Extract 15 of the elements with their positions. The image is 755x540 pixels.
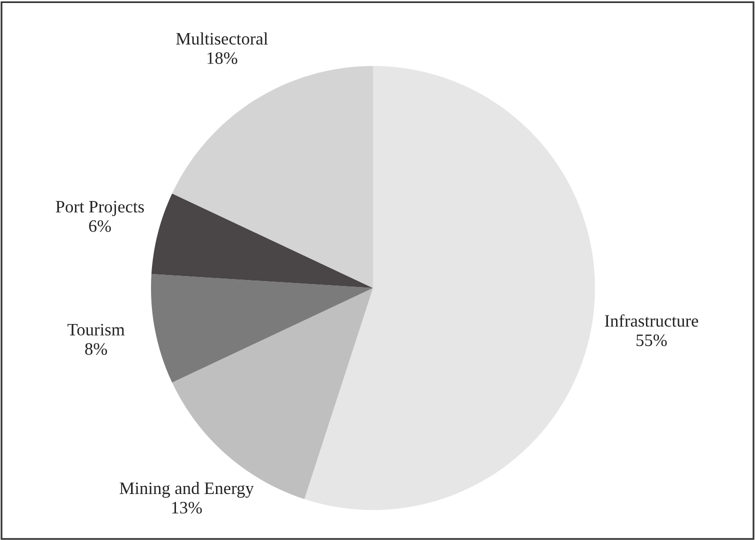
slice-label: Tourism — [68, 324, 125, 336]
pie-slice — [151, 274, 373, 383]
data-label: 55% — [636, 334, 667, 346]
pie-slice — [304, 66, 595, 510]
pie-slice — [172, 66, 373, 288]
data-label: 6% — [89, 220, 111, 232]
data-label: 8% — [85, 343, 108, 355]
pie-slice — [151, 193, 373, 288]
slice-label: Mining and Energy — [120, 482, 254, 498]
data-label: 18% — [208, 52, 238, 64]
pie-slice — [172, 288, 373, 500]
slice-label: Multisectoral — [176, 32, 268, 45]
slice-label: Port Projects — [56, 200, 144, 216]
data-label: 13% — [172, 502, 202, 514]
slice-label: Infrastructure — [604, 314, 698, 327]
